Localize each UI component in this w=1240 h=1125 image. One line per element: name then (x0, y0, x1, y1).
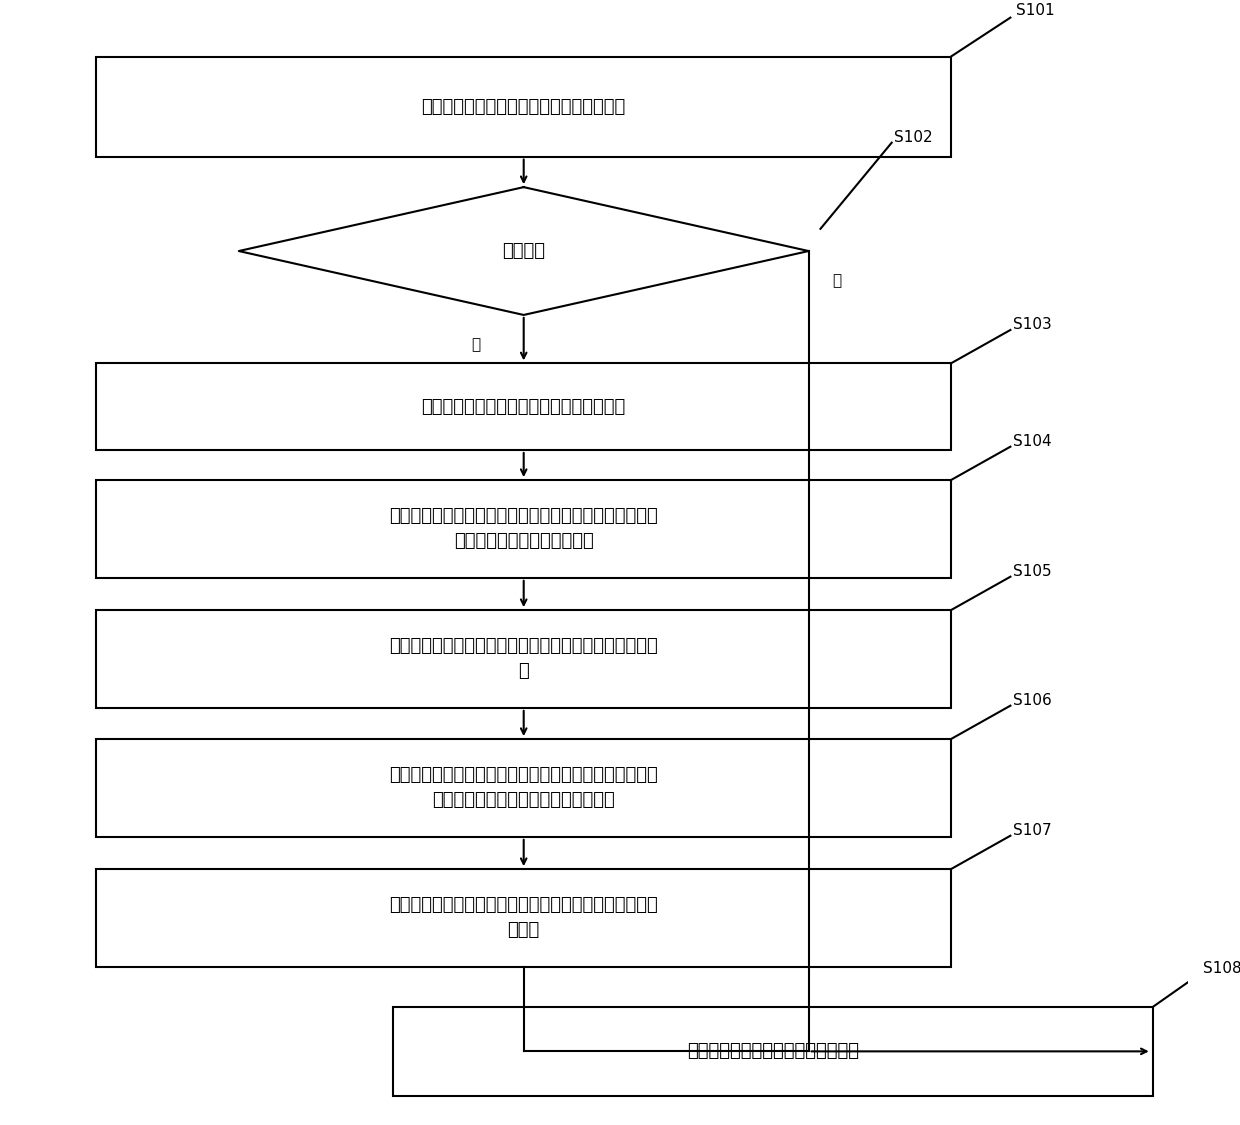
Text: 将不完整的待包装物品进行次品处理: 将不完整的待包装物品进行次品处理 (687, 1043, 859, 1061)
Text: 否: 否 (832, 273, 842, 288)
FancyBboxPatch shape (97, 56, 951, 156)
FancyBboxPatch shape (97, 363, 951, 450)
Text: S107: S107 (1013, 824, 1052, 838)
FancyBboxPatch shape (97, 480, 951, 578)
Text: 包装分拣口上的扫描装置自动扫描待包装物品的二维码信
息: 包装分拣口上的扫描装置自动扫描待包装物品的二维码信 息 (389, 638, 658, 681)
Text: 基于视觉跟踪算法检测待包装物品的完整性: 基于视觉跟踪算法检测待包装物品的完整性 (422, 98, 626, 116)
Text: 包装装袋线基于所对应的包装模型完成对待包装物品的包
装过程: 包装装袋线基于所对应的包装模型完成对待包装物品的包 装过程 (389, 897, 658, 939)
Text: 是: 是 (471, 338, 481, 352)
Polygon shape (239, 187, 808, 315)
Text: 将所述二维码信息打印至待包装物品上，并基于工业自动
化输送平台输送至包装分拣口: 将所述二维码信息打印至待包装物品上，并基于工业自动 化输送平台输送至包装分拣口 (389, 507, 658, 550)
Text: S103: S103 (1013, 317, 1052, 332)
Text: 基于二维码信息匹配相应的包装模型，并根据包装模型推
送所述待包装物品至相应的包装装袋线: 基于二维码信息匹配相应的包装模型，并根据包装模型推 送所述待包装物品至相应的包装… (389, 766, 658, 809)
Text: S106: S106 (1013, 693, 1052, 708)
Text: S108: S108 (1203, 961, 1240, 975)
Text: S105: S105 (1013, 564, 1052, 579)
Text: S104: S104 (1013, 434, 1052, 449)
Text: S102: S102 (894, 129, 932, 145)
Text: 基于匹配模型匹配待包装物品的二维码信息: 基于匹配模型匹配待包装物品的二维码信息 (422, 397, 626, 415)
Text: 是否完整: 是否完整 (502, 242, 546, 260)
FancyBboxPatch shape (97, 870, 951, 966)
Text: S101: S101 (1017, 2, 1055, 18)
FancyBboxPatch shape (393, 1007, 1153, 1096)
FancyBboxPatch shape (97, 739, 951, 837)
FancyBboxPatch shape (97, 610, 951, 708)
